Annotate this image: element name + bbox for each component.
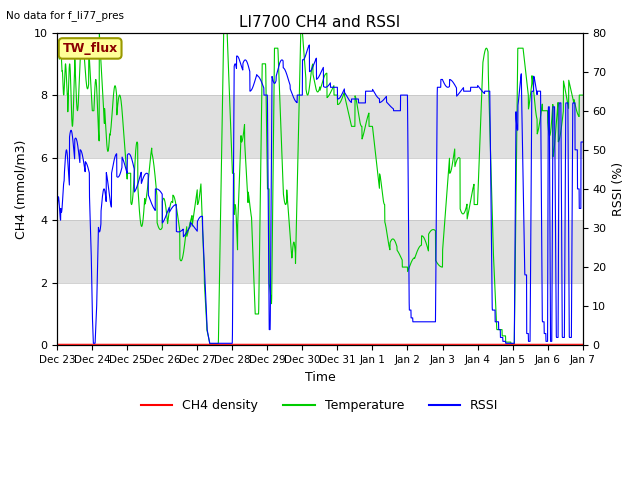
Bar <box>57 95 582 157</box>
Y-axis label: RSSI (%): RSSI (%) <box>612 162 625 216</box>
Text: No data for f_li77_pres: No data for f_li77_pres <box>6 10 124 21</box>
Text: TW_flux: TW_flux <box>63 42 118 55</box>
Bar <box>57 220 582 283</box>
Legend: CH4 density, Temperature, RSSI: CH4 density, Temperature, RSSI <box>136 394 504 417</box>
X-axis label: Time: Time <box>305 371 335 384</box>
Y-axis label: CH4 (mmol/m3): CH4 (mmol/m3) <box>15 139 28 239</box>
Title: LI7700 CH4 and RSSI: LI7700 CH4 and RSSI <box>239 15 401 30</box>
